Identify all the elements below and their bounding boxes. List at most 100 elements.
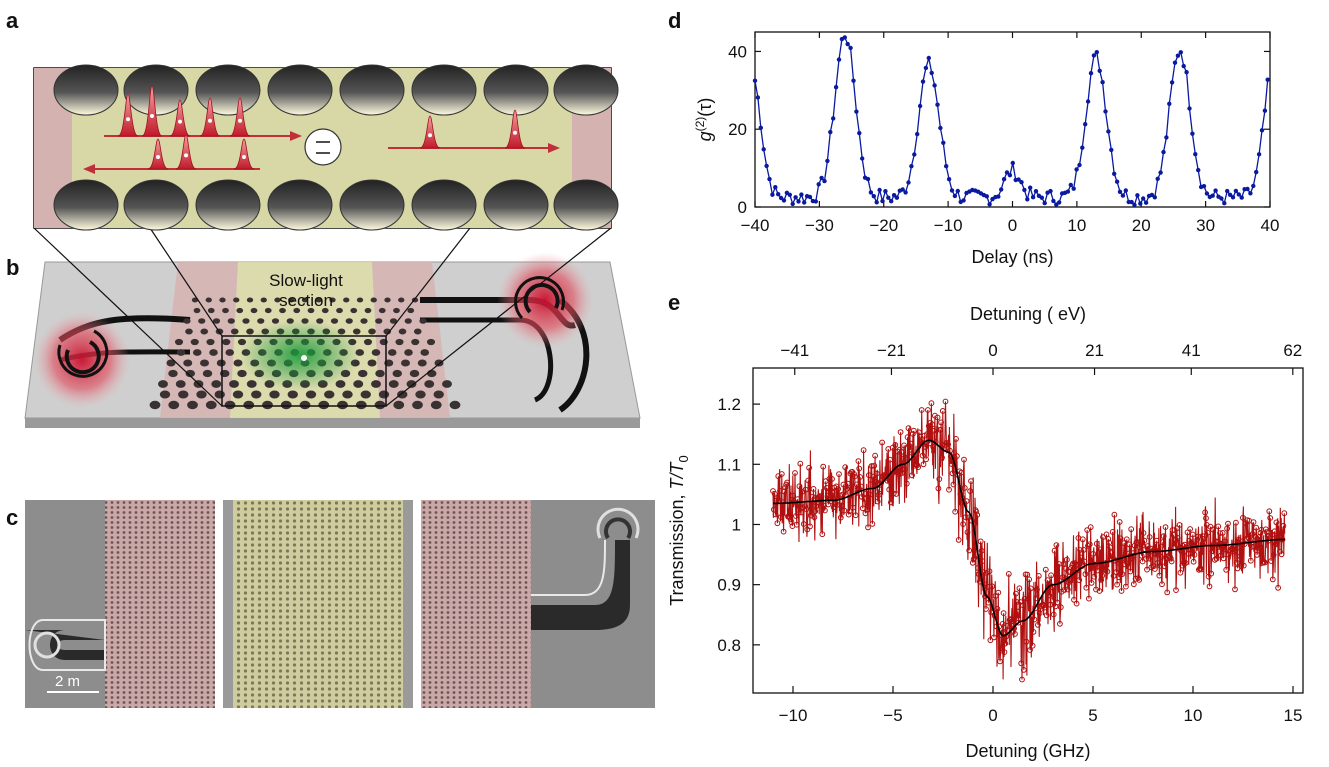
transmission-data-point bbox=[905, 425, 912, 432]
g2-data-point bbox=[923, 65, 929, 71]
array-hole bbox=[192, 349, 202, 356]
array-hole bbox=[251, 390, 262, 399]
transmission-data-point bbox=[844, 486, 850, 492]
array-hole bbox=[212, 318, 221, 324]
top-tick-label: 0 bbox=[988, 341, 997, 360]
g2-data-point bbox=[1175, 53, 1181, 58]
g2-data-point bbox=[929, 70, 934, 76]
transmission-data-point bbox=[835, 486, 841, 492]
transmission-data-point bbox=[973, 508, 980, 515]
array-hole bbox=[257, 318, 265, 324]
g2-data-point bbox=[1135, 193, 1140, 198]
transmission-data-point bbox=[1159, 581, 1165, 588]
transmission-data-point bbox=[967, 488, 973, 495]
x-axis-label-e: Detuning (GHz) bbox=[965, 741, 1090, 761]
transmission-data-point bbox=[857, 474, 863, 480]
transmission-data-point bbox=[1188, 550, 1194, 557]
transmission-data-point bbox=[852, 512, 859, 519]
array-hole bbox=[262, 400, 273, 410]
transmission-data-point bbox=[997, 658, 1003, 665]
array-hole bbox=[426, 338, 436, 346]
g2-data-point bbox=[793, 195, 798, 200]
transmission-data-point bbox=[1064, 586, 1071, 593]
g2-data-point bbox=[952, 193, 958, 199]
array-hole bbox=[415, 390, 426, 399]
transmission-data-point bbox=[1034, 586, 1040, 593]
array-hole bbox=[205, 297, 212, 303]
transmission-data-point bbox=[1071, 596, 1077, 603]
transmission-data-point bbox=[1108, 550, 1114, 556]
transmission-data-point bbox=[1065, 579, 1072, 586]
transmission-data-point bbox=[991, 634, 997, 641]
membrane-hole bbox=[123, 179, 189, 231]
transmission-data-point bbox=[924, 431, 930, 438]
transmission-data-point bbox=[954, 453, 960, 460]
transmission-data-point bbox=[1198, 566, 1205, 573]
transmission-data-point bbox=[1105, 536, 1112, 542]
transmission-data-point bbox=[1019, 676, 1025, 683]
g2-data-point bbox=[1074, 167, 1079, 172]
array-hole bbox=[168, 400, 180, 410]
y-tick-label: 1.1 bbox=[717, 455, 741, 474]
transmission-data-point bbox=[916, 429, 922, 436]
g2-data-point bbox=[1048, 188, 1053, 194]
g2-data-point bbox=[1068, 182, 1073, 188]
transmission-data-point bbox=[829, 476, 835, 482]
transmission-data-point bbox=[856, 465, 863, 472]
transmission-data-point bbox=[793, 521, 800, 528]
transmission-data-point bbox=[917, 438, 924, 445]
array-hole bbox=[206, 338, 215, 346]
transmission-data-point bbox=[1209, 548, 1215, 554]
array-hole bbox=[371, 380, 381, 388]
transmission-data-point bbox=[1204, 529, 1211, 536]
panel-letter-e: e bbox=[668, 290, 681, 315]
transmission-data-point bbox=[865, 524, 871, 531]
transmission-data-point bbox=[966, 547, 973, 554]
array-hole bbox=[411, 338, 420, 346]
transmission-data-point bbox=[1255, 545, 1261, 551]
transmission-data-point bbox=[1119, 571, 1126, 577]
membrane-hole bbox=[339, 179, 405, 231]
transmission-data-point bbox=[841, 507, 848, 514]
array-hole bbox=[375, 369, 385, 378]
transmission-data-point bbox=[1278, 551, 1285, 558]
transmission-data-point bbox=[1144, 566, 1150, 573]
g2-data-point bbox=[1085, 99, 1091, 104]
photon-dot bbox=[150, 114, 154, 118]
transmission-data-point bbox=[1233, 559, 1240, 566]
transmission-data-point bbox=[1152, 566, 1158, 572]
transmission-data-point bbox=[928, 400, 935, 407]
zoomed-membrane bbox=[33, 64, 619, 231]
transmission-data-point bbox=[826, 476, 833, 482]
transmission-data-point bbox=[1027, 585, 1034, 592]
x-tick-label: −20 bbox=[869, 216, 898, 235]
g2-data-point bbox=[900, 187, 905, 192]
g2-data-point bbox=[1001, 177, 1007, 182]
g2-data-point bbox=[1236, 192, 1241, 197]
transmission-data-point bbox=[861, 496, 868, 502]
transmission-data-point bbox=[1189, 531, 1196, 538]
transmission-data-point bbox=[1159, 539, 1166, 545]
array-hole bbox=[159, 390, 171, 399]
g2-data-point bbox=[1071, 186, 1076, 191]
transmission-data-point bbox=[814, 499, 820, 506]
transmission-data-point bbox=[930, 444, 937, 450]
photon-pulse bbox=[229, 97, 251, 137]
photon-pulse bbox=[504, 109, 526, 149]
transmission-data-point bbox=[1001, 649, 1008, 655]
g2-data-point bbox=[1230, 195, 1236, 200]
g2-data-point bbox=[1169, 80, 1175, 85]
array-hole bbox=[315, 297, 322, 303]
transmission-data-point bbox=[1036, 610, 1043, 617]
transmission-data-point bbox=[939, 408, 946, 414]
transmission-data-point bbox=[919, 452, 926, 459]
array-hole bbox=[329, 297, 336, 303]
transmission-data-point bbox=[898, 449, 905, 455]
transmission-data-point bbox=[1267, 515, 1274, 521]
top-tick-label: 41 bbox=[1182, 341, 1201, 360]
g2-data-point bbox=[941, 140, 946, 145]
g2-data-point bbox=[1265, 77, 1270, 82]
g2-data-point bbox=[1248, 191, 1253, 196]
transmission-data-point bbox=[1197, 565, 1204, 572]
array-hole bbox=[269, 390, 280, 399]
